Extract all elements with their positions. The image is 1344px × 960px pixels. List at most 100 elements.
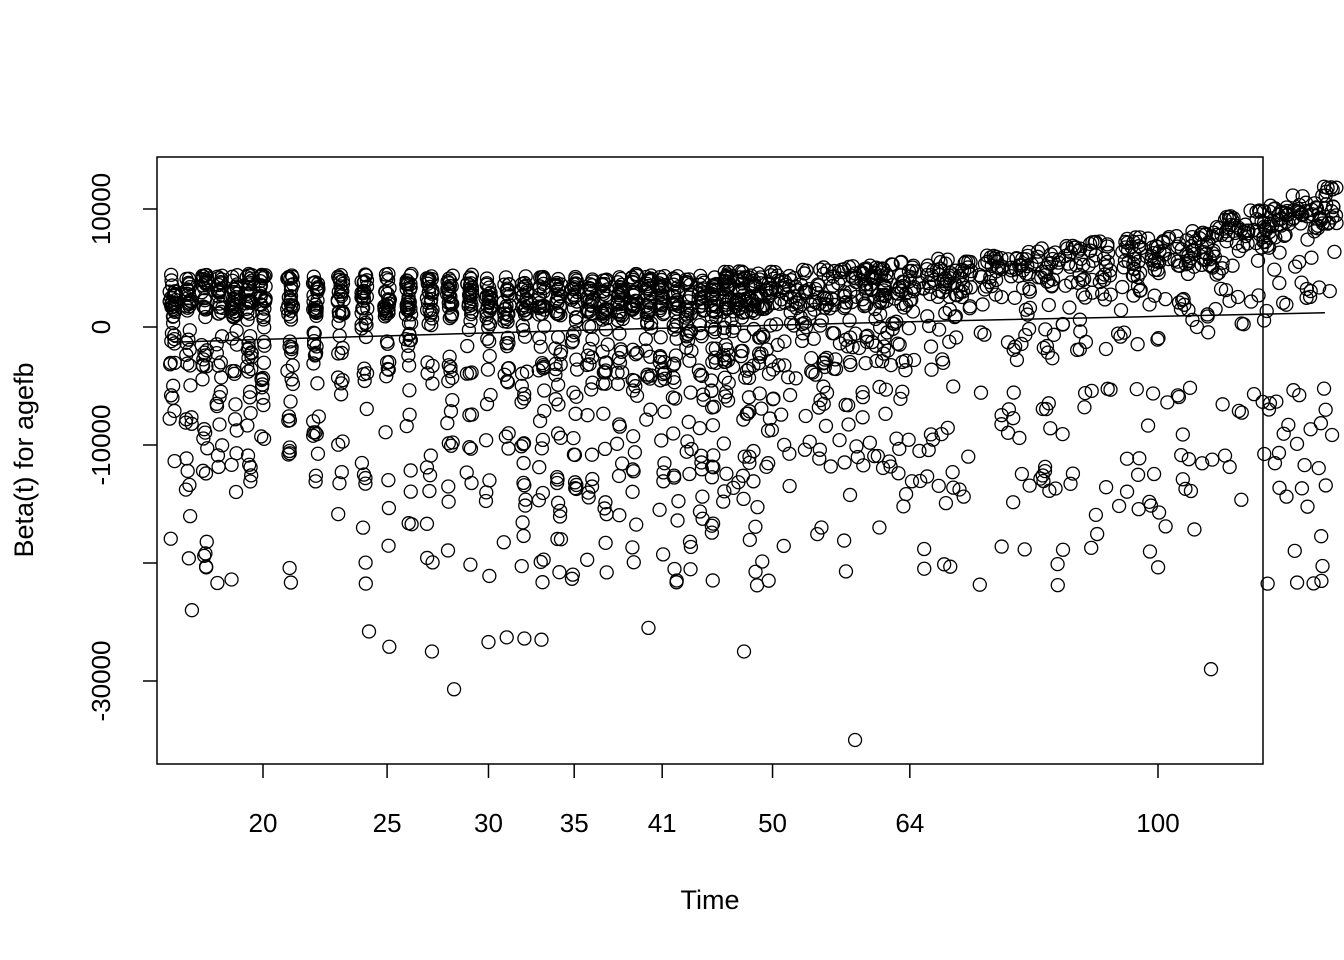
data-point: [1201, 325, 1216, 340]
data-point: [1271, 207, 1286, 223]
data-point: [798, 284, 814, 299]
data-point: [1064, 275, 1079, 290]
data-point: [461, 322, 477, 337]
data-point: [1311, 280, 1327, 295]
data-point: [895, 384, 910, 399]
data-point: [1234, 405, 1249, 420]
data-point: [224, 300, 240, 315]
data-point: [243, 328, 258, 344]
data-point: [1065, 238, 1080, 254]
data-point: [994, 250, 1009, 266]
data-point: [763, 285, 778, 300]
data-point: [1234, 492, 1249, 507]
data-point: [923, 339, 939, 354]
data-point: [443, 438, 459, 453]
data-point: [931, 322, 947, 337]
data-point: [1043, 256, 1059, 271]
data-point: [1006, 411, 1021, 426]
data-point: [640, 369, 655, 384]
data-point: [332, 476, 347, 491]
data-point: [753, 287, 769, 302]
data-point: [982, 274, 997, 290]
data-point: [694, 368, 710, 383]
data-point: [282, 334, 298, 349]
data-point: [774, 407, 789, 422]
data-point: [425, 555, 440, 570]
data-point: [1289, 436, 1305, 451]
data-point: [479, 276, 495, 291]
data-point: [1327, 244, 1342, 259]
data-point: [1015, 280, 1031, 296]
data-point: [1014, 336, 1029, 352]
data-point: [253, 273, 268, 289]
data-point: [331, 437, 346, 452]
outlier-point: [424, 644, 440, 659]
data-point: [1140, 231, 1156, 246]
data-point: [665, 296, 680, 311]
data-point: [1306, 576, 1321, 591]
data-point: [610, 365, 625, 380]
data-point: [1116, 325, 1132, 340]
data-point: [657, 371, 672, 386]
data-point: [1084, 540, 1099, 556]
data-point: [921, 318, 937, 334]
data-point: [580, 408, 595, 423]
data-point: [882, 454, 897, 469]
data-point: [1241, 223, 1256, 238]
data-point: [599, 565, 614, 580]
data-point: [863, 277, 878, 292]
data-point: [517, 386, 532, 402]
data-point: [1185, 312, 1200, 328]
data-point: [514, 378, 529, 394]
data-point: [180, 356, 195, 371]
data-point: [862, 435, 877, 450]
data-point: [779, 287, 794, 302]
data-point: [1009, 251, 1024, 266]
data-point: [706, 460, 721, 475]
data-point: [876, 346, 891, 361]
data-point: [228, 484, 244, 500]
data-point: [652, 282, 667, 298]
data-point: [1110, 326, 1126, 341]
data-point: [422, 468, 438, 483]
data-point: [580, 552, 595, 567]
data-point: [1257, 446, 1272, 462]
data-point: [682, 353, 697, 368]
data-point: [1132, 451, 1147, 466]
data-point: [1272, 275, 1287, 291]
data-point: [706, 448, 721, 463]
data-point: [464, 280, 479, 295]
data-point: [464, 306, 479, 322]
data-point: [1215, 261, 1230, 276]
data-point: [1078, 290, 1093, 305]
data-point: [198, 425, 213, 440]
data-point: [716, 436, 731, 451]
data-point: [904, 292, 919, 307]
data-point: [1145, 386, 1161, 401]
data-point: [441, 494, 456, 509]
data-point: [1098, 480, 1114, 495]
data-point: [240, 418, 255, 433]
data-point: [548, 361, 563, 377]
data-point: [776, 538, 791, 554]
data-point: [419, 302, 435, 318]
data-point: [600, 337, 615, 352]
data-point: [536, 552, 551, 567]
data-point: [463, 313, 478, 329]
data-point: [733, 348, 749, 364]
data-point: [333, 267, 349, 283]
data-point: [1022, 300, 1038, 316]
data-point: [742, 532, 757, 547]
data-point: [463, 557, 478, 572]
data-point: [1223, 209, 1238, 224]
data-point: [804, 350, 819, 366]
data-point: [1046, 327, 1062, 342]
data-point: [359, 401, 374, 417]
data-point: [788, 371, 803, 386]
data-point: [464, 407, 480, 422]
data-point: [1043, 421, 1058, 436]
data-point: [420, 276, 435, 291]
data-point: [1267, 262, 1282, 277]
data-point: [164, 326, 180, 341]
data-point: [1076, 257, 1091, 272]
